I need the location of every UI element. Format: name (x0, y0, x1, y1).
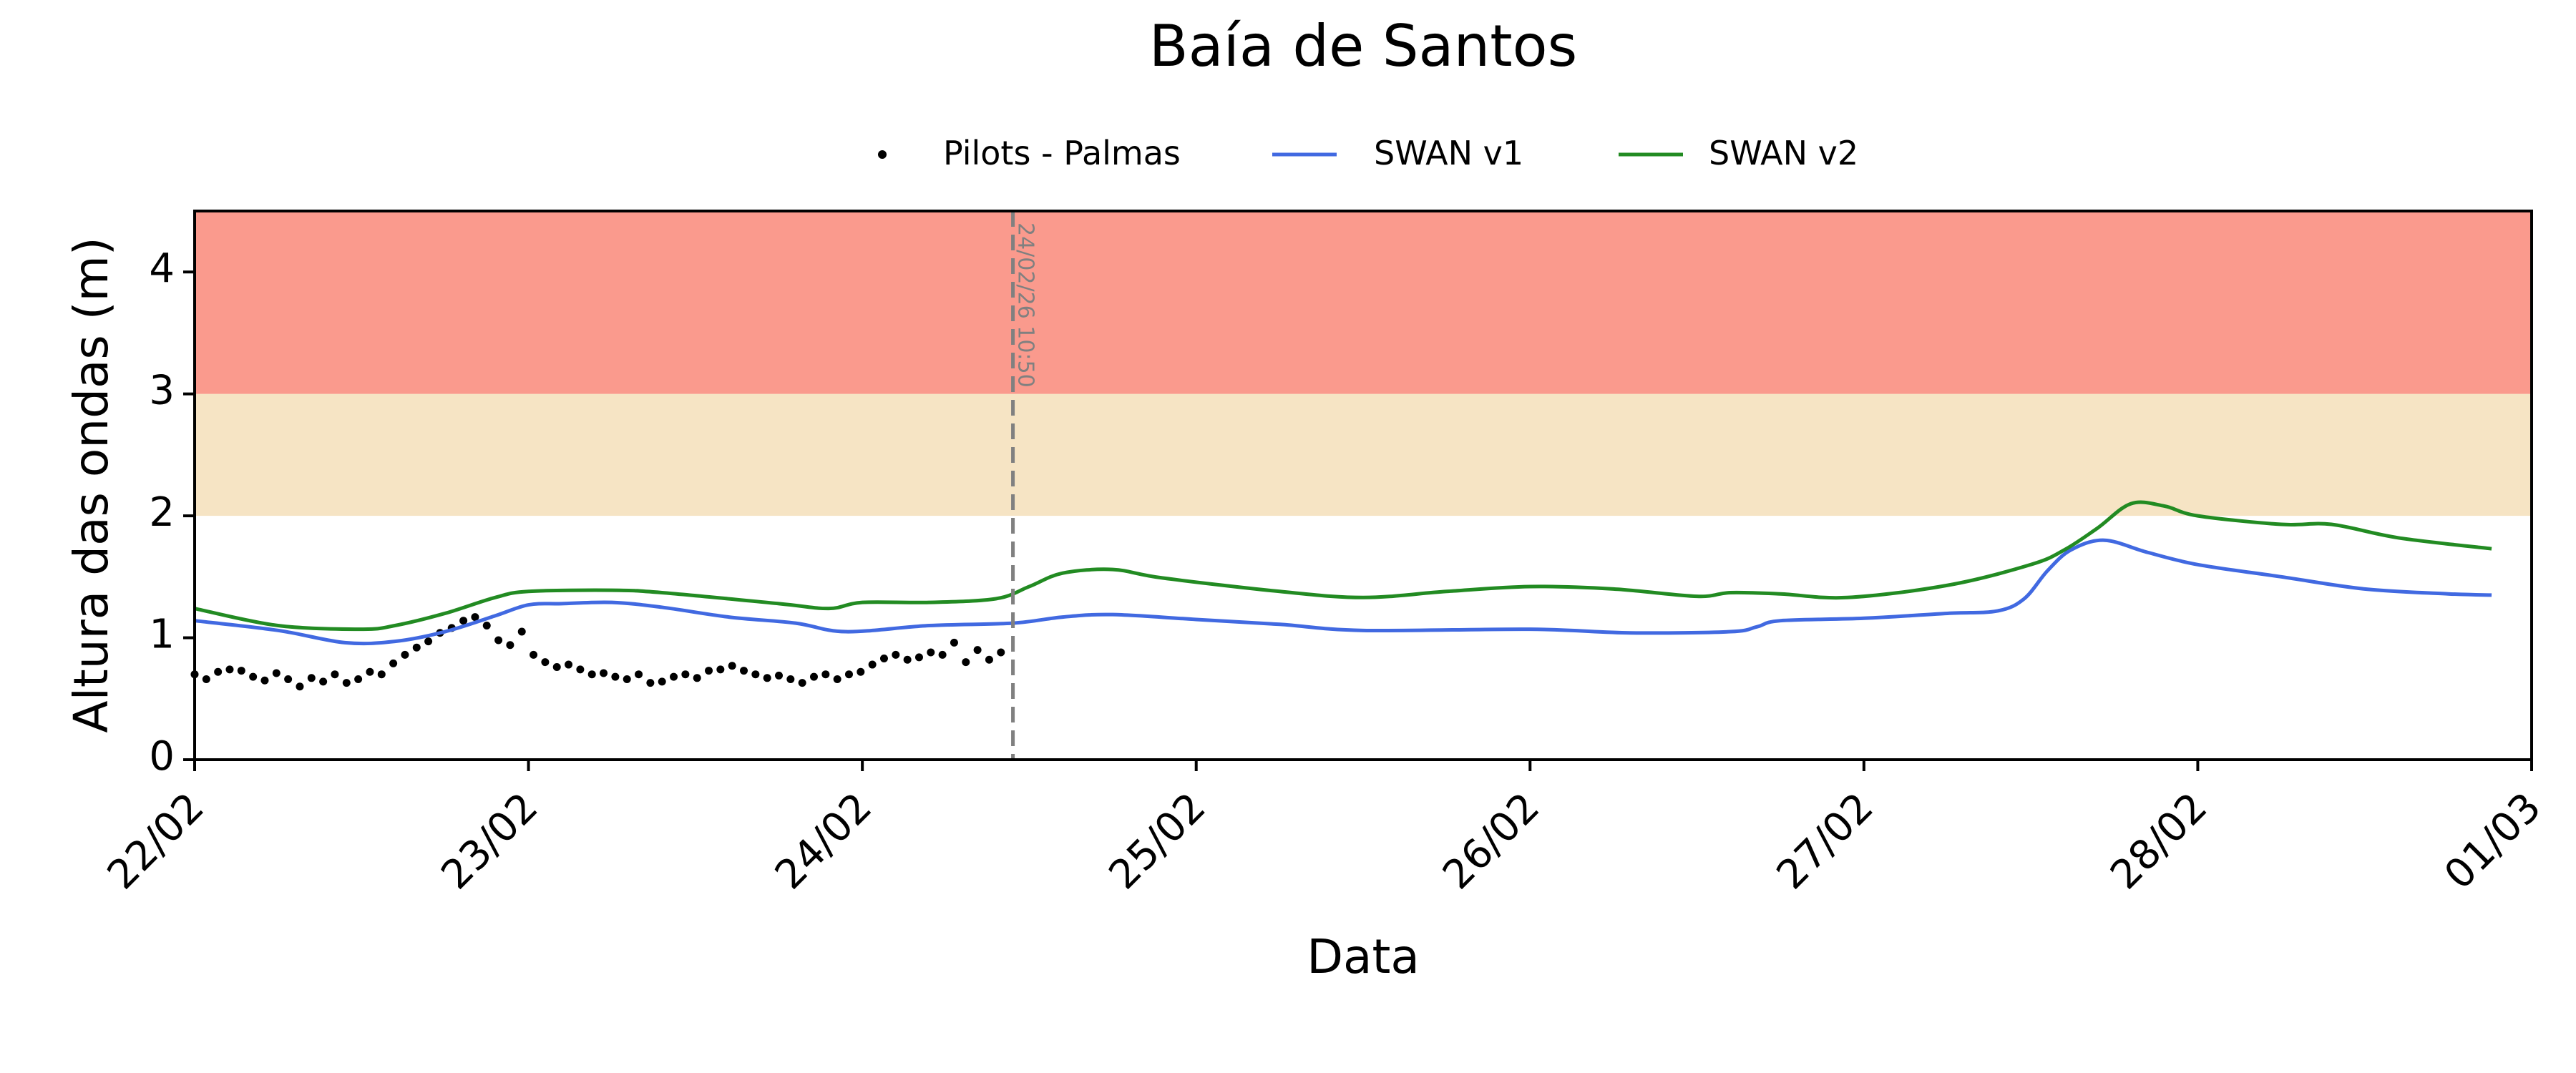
data-point-pilots-palmas (611, 672, 620, 681)
data-point-pilots-palmas (962, 658, 970, 667)
data-point-pilots-palmas (833, 675, 841, 684)
y-axis-label: Altura das ondas (m) (64, 237, 119, 733)
data-point-pilots-palmas (950, 638, 958, 647)
data-point-pilots-palmas (973, 646, 982, 655)
data-point-pilots-palmas (879, 655, 888, 663)
data-point-pilots-palmas (681, 670, 690, 679)
series-line-swan-v1 (194, 538, 2492, 646)
data-point-pilots-palmas (658, 677, 666, 686)
data-point-pilots-palmas (646, 679, 655, 687)
data-point-pilots-palmas (249, 672, 258, 681)
data-point-pilots-palmas (809, 672, 818, 681)
data-point-pilots-palmas (342, 679, 351, 687)
x-tick-label: 24/02 (766, 784, 881, 898)
y-tick-label: 0 (149, 733, 175, 780)
data-point-pilots-palmas (319, 677, 328, 686)
series-line-swan-v2 (194, 500, 2492, 632)
data-point-pilots-palmas (927, 648, 935, 657)
data-point-pilots-palmas (705, 667, 713, 675)
data-point-pilots-palmas (506, 641, 514, 650)
data-point-pilots-palmas (786, 675, 795, 684)
data-point-pilots-palmas (985, 655, 993, 664)
data-point-pilots-palmas (903, 655, 912, 664)
data-point-pilots-palmas (214, 667, 223, 676)
data-point-pilots-palmas (202, 675, 210, 684)
data-point-pilots-palmas (997, 648, 1005, 657)
data-point-pilots-palmas (857, 667, 865, 676)
data-point-pilots-palmas (530, 650, 538, 659)
y-tick-label: 2 (149, 489, 175, 536)
data-point-pilots-palmas (482, 622, 491, 630)
x-tick-label: 26/02 (1434, 784, 1548, 898)
x-tick-label: 27/02 (1768, 784, 1883, 898)
data-point-pilots-palmas (237, 667, 245, 675)
data-point-pilots-palmas (728, 662, 736, 670)
data-point-pilots-palmas (459, 617, 468, 625)
x-tick-label: 22/02 (99, 784, 213, 898)
data-point-pilots-palmas (296, 682, 304, 691)
data-point-pilots-palmas (377, 670, 386, 679)
data-point-pilots-palmas (354, 675, 363, 684)
data-point-pilots-palmas (868, 660, 877, 669)
data-point-pilots-palmas (763, 674, 771, 682)
data-point-pilots-palmas (307, 674, 316, 682)
current-time-label: 24/02/26 10:50 (1013, 222, 1038, 388)
data-point-pilots-palmas (798, 679, 806, 687)
legend-marker-pilots (878, 150, 887, 159)
x-tick-label: 01/03 (2436, 784, 2550, 898)
x-tick-label: 23/02 (432, 784, 547, 898)
data-point-pilots-palmas (821, 670, 830, 679)
data-point-pilots-palmas (284, 675, 293, 684)
data-point-pilots-palmas (260, 676, 269, 685)
data-point-pilots-palmas (892, 650, 900, 659)
data-point-pilots-palmas (565, 660, 573, 669)
data-point-pilots-palmas (517, 627, 526, 636)
threshold-band-0 (195, 393, 2532, 516)
data-point-pilots-palmas (635, 670, 643, 679)
x-tick-label: 28/02 (2102, 784, 2216, 898)
data-point-pilots-palmas (272, 669, 280, 677)
y-tick-label: 1 (149, 612, 175, 658)
data-point-pilots-palmas (225, 665, 234, 674)
data-point-pilots-palmas (541, 658, 550, 667)
data-point-pilots-palmas (751, 670, 760, 679)
x-tick-label: 25/02 (1101, 784, 1215, 898)
plot-frame (193, 210, 2533, 761)
legend-label-pilots: Pilots - Palmas (943, 134, 1181, 172)
data-point-pilots-palmas (623, 675, 631, 684)
y-tick-label: 3 (149, 368, 175, 414)
data-point-pilots-palmas (716, 665, 725, 674)
threshold-band-1 (195, 211, 2532, 394)
data-point-pilots-palmas (693, 674, 701, 682)
data-point-pilots-palmas (401, 650, 409, 659)
y-tick-label: 4 (149, 245, 175, 292)
data-point-pilots-palmas (576, 665, 585, 674)
data-point-pilots-palmas (424, 637, 433, 646)
data-point-pilots-palmas (600, 669, 608, 677)
data-point-pilots-palmas (587, 670, 596, 679)
data-point-pilots-palmas (366, 667, 374, 676)
data-point-pilots-palmas (775, 671, 783, 680)
data-point-pilots-palmas (844, 670, 853, 679)
legend-label-swan-v2: SWAN v2 (1709, 134, 1858, 172)
legend: Pilots - Palmas SWAN v1 SWAN v2 (878, 134, 1858, 172)
data-point-pilots-palmas (494, 636, 503, 645)
data-point-pilots-palmas (670, 672, 678, 681)
x-axis-label: Data (1307, 929, 1420, 984)
data-point-pilots-palmas (331, 670, 339, 679)
data-point-pilots-palmas (471, 613, 479, 622)
data-point-pilots-palmas (938, 650, 947, 659)
chart-title: Baía de Santos (1149, 13, 1578, 79)
data-point-pilots-palmas (552, 662, 561, 671)
legend-label-swan-v1: SWAN v1 (1374, 134, 1523, 172)
data-point-pilots-palmas (412, 643, 421, 652)
data-point-pilots-palmas (740, 667, 748, 675)
data-point-pilots-palmas (914, 653, 923, 662)
data-point-pilots-palmas (389, 659, 398, 667)
